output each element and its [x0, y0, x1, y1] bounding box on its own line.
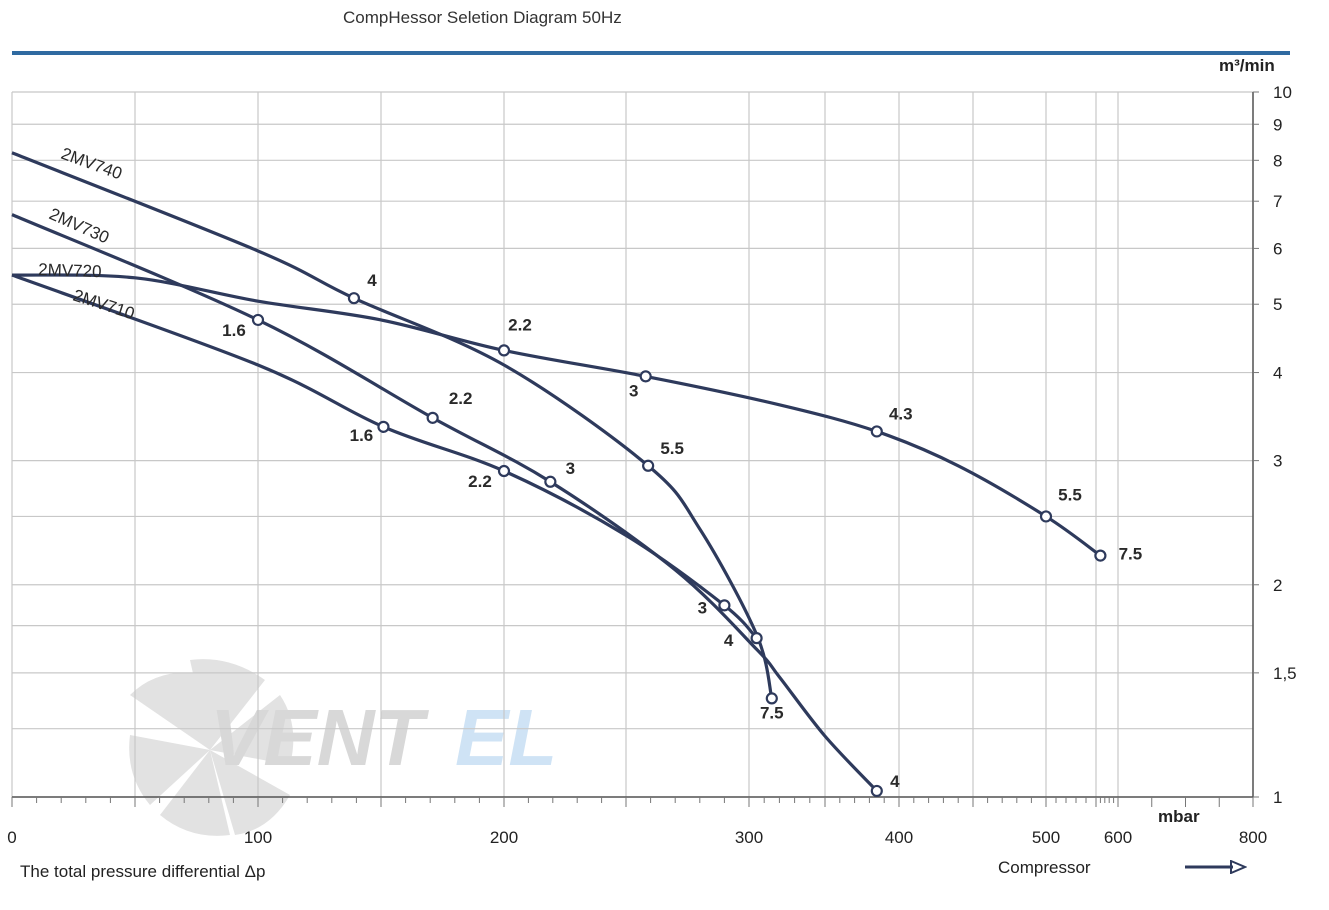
- data-point-label: 2.2: [468, 472, 492, 491]
- y-tick-label: 1: [1273, 788, 1282, 807]
- grid: [11, 91, 1254, 798]
- data-point-marker: [642, 459, 655, 472]
- x-tick-label: 0: [7, 828, 16, 847]
- data-point-label: 5.5: [1058, 485, 1082, 504]
- data-point-label: 3: [698, 598, 707, 617]
- brand-watermark: VENT EL: [129, 659, 557, 836]
- x-tick-label: 400: [885, 828, 913, 847]
- series-name-label: 2MV720: [38, 260, 102, 281]
- header-divider-bar: [12, 51, 1290, 55]
- y-tick-label: 5: [1273, 295, 1282, 314]
- x-axis-label: The total pressure differential Δp: [20, 862, 266, 881]
- data-point-marker: [870, 425, 883, 438]
- data-point-marker: [1039, 510, 1053, 523]
- data-point-marker: [718, 599, 731, 612]
- data-point-label: 3: [566, 459, 575, 478]
- data-point-label: 7.5: [760, 703, 784, 722]
- x-axis-unit: mbar: [1158, 807, 1200, 826]
- data-point-label: 2.2: [449, 389, 473, 408]
- data-point-marker: [639, 370, 652, 383]
- data-point-label: 2.2: [508, 315, 532, 334]
- data-point-marker: [426, 411, 439, 424]
- compressor-label: Compressor: [998, 858, 1091, 877]
- series-2mv740: 2MV740 4 5.5 7.5: [11, 144, 784, 722]
- arrow-right-icon: [1185, 860, 1247, 874]
- y-tick-label: 8: [1273, 151, 1282, 170]
- data-point-marker: [870, 784, 883, 798]
- series-line: [11, 151, 774, 699]
- x-tick-label: 100: [244, 828, 272, 847]
- data-point-label: 1.6: [350, 426, 374, 445]
- y-tick-label: 7: [1273, 192, 1282, 211]
- data-point-label: 7.5: [1119, 545, 1143, 564]
- data-point-marker: [377, 420, 390, 433]
- data-point-label: 5.5: [660, 439, 684, 458]
- series-line: [11, 213, 878, 793]
- series-name-label: 2MV740: [59, 144, 125, 184]
- data-point-label: 4: [367, 271, 377, 290]
- data-point-marker: [347, 292, 361, 305]
- y-tick-label: 10: [1273, 83, 1292, 102]
- data-point-label: 4: [890, 772, 900, 791]
- data-point-label: 1.6: [222, 321, 246, 340]
- y-tick-label: 9: [1273, 115, 1282, 134]
- y-axis-unit: m³/min: [1219, 56, 1275, 75]
- data-point-label: 4: [724, 631, 734, 650]
- data-point-label: 4.3: [889, 404, 913, 423]
- series-line: [11, 273, 1102, 557]
- y-tick-label: 4: [1273, 364, 1282, 383]
- y-tick-label: 1,5: [1273, 664, 1297, 683]
- data-point-marker: [750, 632, 763, 645]
- watermark-text-light: EL: [455, 693, 557, 782]
- fan-blade-icon: [129, 659, 294, 836]
- chart-title: CompHessor Seletion Diagram 50Hz: [343, 8, 622, 27]
- y-tick-label: 3: [1273, 452, 1282, 471]
- data-point-label: 3: [629, 381, 638, 400]
- y-tick-label: 6: [1273, 239, 1282, 258]
- x-tick-label: 600: [1104, 828, 1132, 847]
- y-tick-label: 2: [1273, 576, 1282, 595]
- watermark-text-dark: VENT: [210, 693, 429, 782]
- series-name-label: 2MV710: [71, 286, 137, 324]
- data-point-marker: [251, 313, 265, 327]
- x-tick-label: 500: [1032, 828, 1060, 847]
- data-point-marker: [1094, 549, 1107, 562]
- series-2mv720: 2MV720 2.2 3 4.3 5.5 7.5: [11, 260, 1143, 564]
- data-point-marker: [497, 464, 511, 478]
- data-point-marker: [544, 475, 557, 488]
- data-point-marker: [765, 692, 778, 705]
- x-tick-label: 200: [490, 828, 518, 847]
- x-tick-label: 300: [735, 828, 763, 847]
- x-tick-label: 800: [1239, 828, 1267, 847]
- data-point-marker: [497, 344, 511, 357]
- series-line: [11, 273, 758, 640]
